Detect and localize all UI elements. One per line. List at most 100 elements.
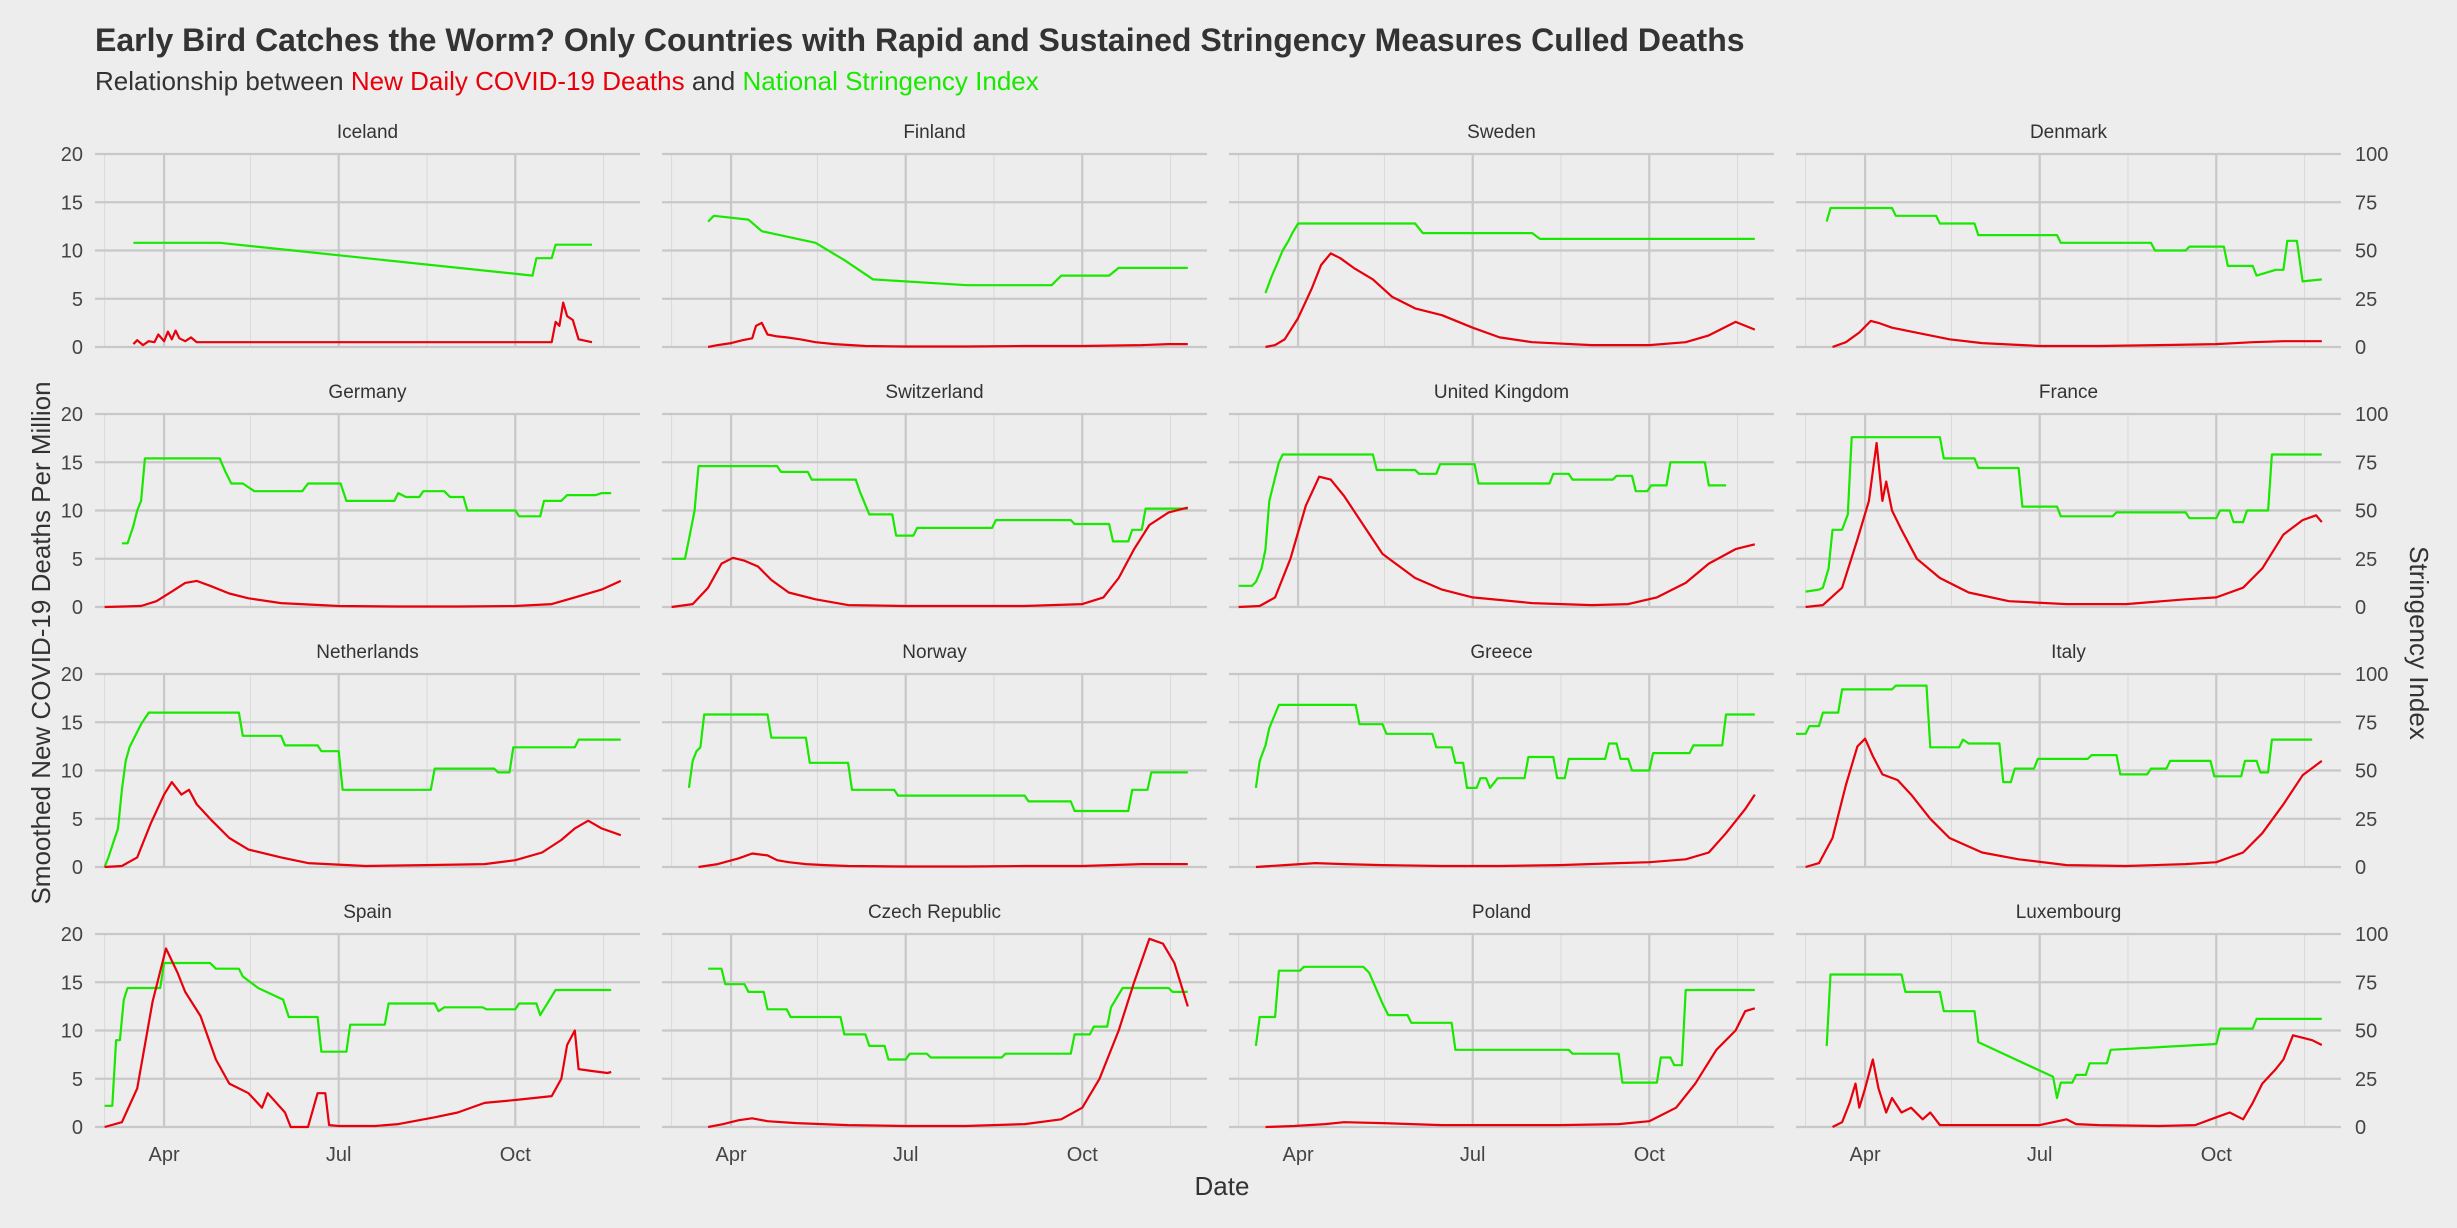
y-left-tick-label: 10	[61, 501, 83, 523]
y-left-tick-label: 5	[72, 1069, 83, 1091]
stringency-line	[708, 967, 1188, 1061]
panel-poland: Poland Apr Jul Oct	[1229, 902, 1774, 1166]
y-left-tick-label: 0	[72, 857, 83, 879]
x-tick-label: Apr	[716, 1144, 747, 1166]
x-tick-label: Oct	[1634, 1144, 1666, 1166]
stringency-line	[1825, 973, 2322, 1100]
panel-title: United Kingdom	[1434, 382, 1569, 403]
x-tick-label: Apr	[1283, 1144, 1314, 1166]
y-right-tick-label: 100	[2355, 144, 2388, 166]
panel-title: Finland	[903, 122, 965, 143]
panel-united-kingdom: United Kingdom	[1229, 382, 1774, 609]
y-right-tick-label: 75	[2355, 972, 2377, 994]
stringency-line	[121, 457, 612, 545]
deaths-line	[1265, 1007, 1756, 1129]
stringency-line	[1254, 965, 1755, 1084]
panel-title: Poland	[1472, 902, 1531, 923]
deaths-line	[707, 937, 1189, 1129]
deaths-line	[104, 947, 612, 1129]
panel-title: Germany	[328, 382, 407, 403]
panel-norway: Norway	[662, 642, 1207, 869]
y-left-tick-label: 15	[61, 192, 83, 214]
y-left-tick-label: 20	[61, 664, 83, 686]
stringency-line	[1805, 436, 2322, 593]
y-right-tick-label: 50	[2355, 501, 2377, 523]
subtitle-middle: and	[684, 66, 743, 96]
y-left-tick-label: 0	[72, 337, 83, 359]
panel-iceland: Iceland 0 5 10 15 20	[61, 122, 640, 359]
panel-title: Spain	[343, 902, 392, 923]
panel-title: Sweden	[1467, 122, 1536, 143]
deaths-line	[132, 301, 593, 347]
panel-title: Switzerland	[885, 382, 983, 403]
deaths-line	[1832, 319, 2322, 349]
x-tick-label: Jul	[326, 1144, 352, 1166]
stringency-line	[133, 241, 592, 277]
y-left-tick-label: 15	[61, 972, 83, 994]
deaths-line	[707, 321, 1188, 349]
y-axis-left-title: Smoothed New COVID-19 Deaths Per Million	[26, 381, 56, 904]
y-right-tick-label: 100	[2355, 404, 2388, 426]
panel-germany: Germany 0 5 10 15 20	[61, 382, 640, 619]
y-right-tick-label: 75	[2355, 192, 2377, 214]
y-right-tick-label: 25	[2355, 289, 2377, 311]
y-left-tick-label: 20	[61, 144, 83, 166]
y-right-tick-label: 50	[2355, 761, 2377, 783]
y-right-tick-label: 75	[2355, 452, 2377, 474]
y-right-tick-label: 100	[2355, 664, 2388, 686]
deaths-line	[671, 506, 1189, 609]
stringency-line	[687, 713, 1188, 813]
y-left-tick-label: 0	[72, 1117, 83, 1139]
y-axis-right-title: Stringency Index	[2404, 546, 2434, 740]
y-left-tick-label: 10	[61, 1021, 83, 1043]
x-tick-label: Apr	[149, 1144, 180, 1166]
panel-sweden: Sweden	[1229, 122, 1774, 349]
stringency-line	[1796, 684, 2313, 784]
y-right-tick-label: 25	[2355, 809, 2377, 831]
y-left-tick-label: 15	[61, 712, 83, 734]
deaths-line	[1238, 475, 1756, 609]
y-right-tick-label: 75	[2355, 712, 2377, 734]
y-right-tick-label: 0	[2355, 337, 2366, 359]
x-tick-label: Oct	[2201, 1144, 2233, 1166]
y-right-tick-label: 50	[2355, 241, 2377, 263]
panel-spain: Spain 0 5 10 15 20 Apr Jul Oct	[61, 902, 640, 1166]
panel-denmark: Denmark 0 25 50 75 100	[1796, 122, 2388, 359]
deaths-line	[104, 579, 622, 609]
x-tick-label: Jul	[893, 1144, 919, 1166]
x-tick-label: Jul	[1460, 1144, 1486, 1166]
y-right-tick-label: 0	[2355, 597, 2366, 619]
x-tick-label: Oct	[500, 1144, 532, 1166]
deaths-line	[1832, 1034, 2323, 1128]
chart-title: Early Bird Catches the Worm? Only Countr…	[95, 22, 1745, 58]
y-left-tick-label: 15	[61, 452, 83, 474]
y-left-tick-label: 5	[72, 289, 83, 311]
x-axis-title: Date	[1195, 1171, 1250, 1201]
subtitle-prefix: Relationship between	[95, 66, 351, 96]
y-left-tick-label: 5	[72, 809, 83, 831]
y-left-tick-label: 5	[72, 549, 83, 571]
panel-title: Czech Republic	[868, 902, 1001, 923]
panel-title: Italy	[2051, 642, 2086, 663]
y-left-tick-label: 10	[61, 761, 83, 783]
panel-luxembourg: Luxembourg 0 25 50 75 100 Apr Jul Oct	[1796, 902, 2388, 1166]
deaths-line	[104, 780, 622, 869]
deaths-line	[698, 852, 1188, 869]
panel-greece: Greece	[1229, 642, 1774, 869]
deaths-line	[1255, 793, 1756, 869]
stringency-line	[1254, 703, 1755, 790]
x-tick-label: Jul	[2027, 1144, 2053, 1166]
panel-czech-republic: Czech Republic Apr Jul Oct	[662, 902, 1207, 1166]
y-left-tick-label: 0	[72, 597, 83, 619]
stringency-line	[671, 465, 1188, 560]
stringency-line	[103, 711, 621, 868]
deaths-line	[1805, 441, 2323, 609]
deaths-line	[1265, 252, 1756, 349]
panel-france: France 0 25 50 75 100	[1796, 382, 2388, 619]
y-left-tick-label: 20	[61, 404, 83, 426]
deaths-line	[1805, 737, 2323, 869]
panel-title: Netherlands	[316, 642, 418, 663]
panel-title: Iceland	[337, 122, 398, 143]
